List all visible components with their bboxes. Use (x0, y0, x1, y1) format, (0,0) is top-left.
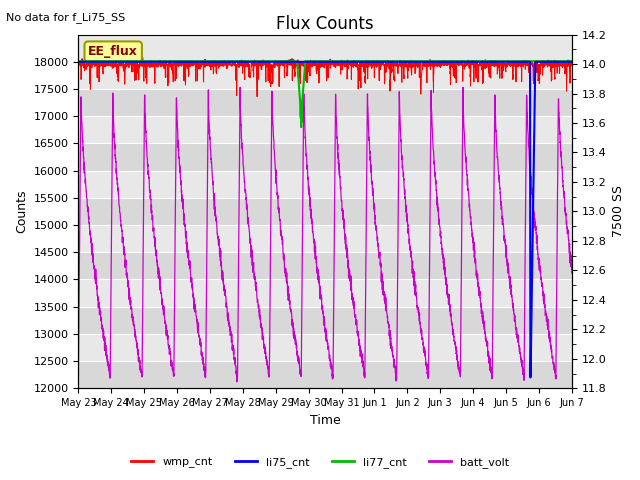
Bar (79, 334, 572, 361)
Title: Flux Counts: Flux Counts (276, 15, 374, 33)
Text: No data for f_Li75_SS: No data for f_Li75_SS (6, 12, 125, 23)
Bar (79, 198, 572, 225)
Bar (79, 279, 572, 307)
Bar (79, 307, 572, 334)
Legend: wmp_cnt, li75_cnt, li77_cnt, batt_volt: wmp_cnt, li75_cnt, li77_cnt, batt_volt (127, 452, 513, 472)
Bar (79, 144, 572, 170)
Bar (79, 225, 572, 252)
Bar (79, 170, 572, 198)
X-axis label: Time: Time (310, 414, 340, 427)
Bar (79, 89, 572, 116)
Bar (79, 116, 572, 144)
Bar (79, 62, 572, 89)
Y-axis label: 7500 SS: 7500 SS (612, 185, 625, 238)
Text: EE_flux: EE_flux (88, 45, 138, 58)
Y-axis label: Counts: Counts (15, 190, 28, 233)
Bar (79, 252, 572, 279)
Bar (79, 361, 572, 388)
